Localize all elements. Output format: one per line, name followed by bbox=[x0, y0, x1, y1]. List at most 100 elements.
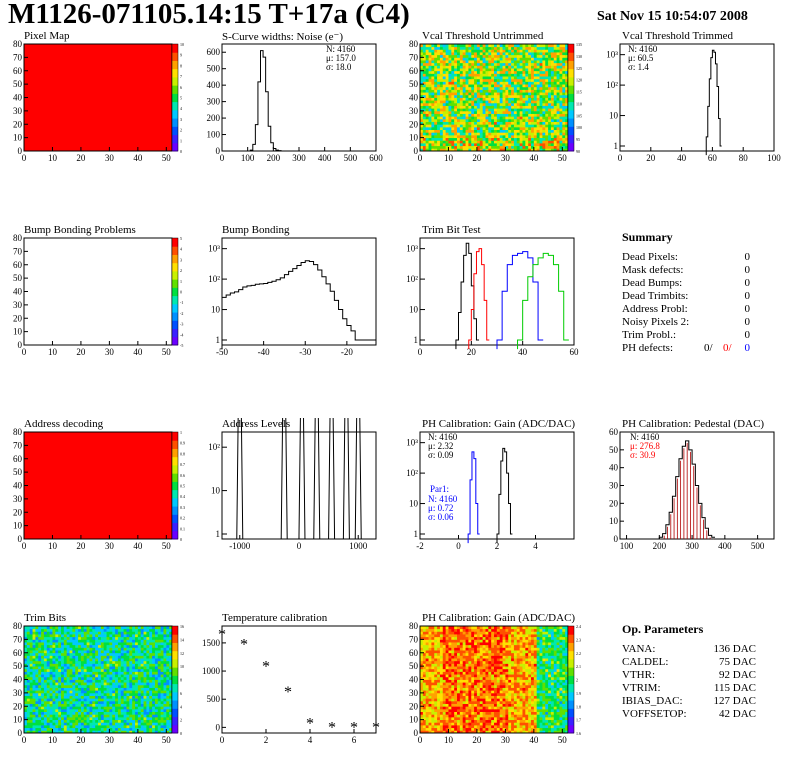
heatmap-cell bbox=[26, 692, 31, 696]
heatmap-cell bbox=[531, 97, 535, 101]
heatmap-cell bbox=[539, 124, 543, 128]
heatmap-cell bbox=[86, 730, 90, 734]
heatmap-cell bbox=[519, 73, 523, 77]
heatmap-cell bbox=[468, 78, 472, 82]
heatmap-cell bbox=[545, 110, 549, 114]
ph-defects-label: PH defects: bbox=[622, 342, 674, 354]
address-peak bbox=[298, 412, 306, 540]
heatmap-cell bbox=[163, 642, 167, 646]
heatmap-cell bbox=[525, 142, 529, 147]
heatmap-cell bbox=[95, 708, 99, 712]
summary-value: 0 bbox=[744, 303, 751, 315]
heatmap-cell bbox=[565, 129, 569, 133]
heatmap-cell bbox=[89, 708, 93, 712]
heatmap-cell bbox=[434, 118, 438, 122]
heatmap-cell bbox=[445, 118, 449, 122]
x-tick-label: 20 bbox=[467, 347, 477, 357]
heatmap-cell bbox=[98, 666, 102, 670]
x-tick-label: 40 bbox=[133, 735, 143, 745]
heatmap-cell bbox=[562, 124, 566, 128]
heatmap-cell bbox=[126, 674, 130, 678]
heatmap-cell bbox=[123, 663, 127, 667]
heatmap-cell bbox=[149, 684, 153, 688]
heatmap-cell bbox=[29, 708, 33, 712]
heatmap-cell bbox=[154, 658, 159, 662]
heatmap-cell bbox=[163, 711, 167, 715]
x-tick-label: 10 bbox=[48, 735, 58, 745]
heatmap-cell bbox=[149, 727, 153, 731]
heatmap-cell bbox=[485, 121, 489, 125]
heatmap-cell bbox=[29, 628, 33, 632]
heatmap-cell bbox=[109, 706, 113, 710]
heatmap-cell bbox=[474, 730, 478, 734]
heatmap-cell bbox=[106, 727, 110, 731]
heatmap-cell bbox=[140, 706, 144, 710]
heatmap-cell bbox=[505, 86, 509, 90]
heatmap-cell bbox=[559, 62, 563, 66]
heatmap-cell bbox=[459, 100, 464, 104]
heatmap-cell bbox=[166, 663, 170, 667]
heatmap-cell bbox=[112, 626, 116, 630]
heatmap-cell bbox=[542, 73, 546, 77]
heatmap-cell bbox=[539, 73, 543, 77]
heatmap-cell bbox=[63, 716, 68, 721]
heatmap-cell bbox=[32, 674, 36, 678]
heatmap-cell bbox=[55, 666, 59, 670]
heatmap-cell bbox=[437, 44, 441, 48]
heatmap-cell bbox=[169, 687, 173, 691]
heatmap-cell bbox=[488, 142, 492, 147]
heatmap-cell bbox=[152, 671, 156, 675]
heatmap-cell bbox=[420, 148, 424, 152]
heatmap-cell bbox=[120, 655, 125, 659]
heatmap-cell bbox=[539, 724, 543, 729]
heatmap-cell bbox=[459, 52, 464, 56]
heatmap-cell bbox=[451, 116, 455, 120]
x-tick-label: 400 bbox=[318, 153, 332, 163]
heatmap-cell bbox=[152, 716, 156, 721]
heatmap-cell bbox=[494, 86, 498, 90]
heatmap-cell bbox=[431, 60, 435, 64]
heatmap-cell bbox=[120, 660, 125, 664]
heatmap-cell bbox=[69, 682, 73, 686]
heatmap-cell bbox=[482, 92, 486, 96]
heatmap-cell bbox=[553, 719, 558, 723]
heatmap-cell bbox=[465, 730, 469, 734]
heatmap-cell bbox=[109, 660, 113, 664]
data-point: * bbox=[262, 659, 270, 676]
heatmap-cell bbox=[559, 113, 563, 117]
heatmap-cell bbox=[52, 671, 56, 675]
heatmap-cell bbox=[434, 129, 438, 133]
heatmap-cell bbox=[163, 719, 167, 723]
heatmap-cell bbox=[508, 137, 512, 141]
heatmap-cell bbox=[98, 684, 102, 688]
heatmap-cell bbox=[448, 52, 452, 56]
heatmap-cell bbox=[488, 132, 492, 136]
heatmap-cell bbox=[448, 89, 452, 93]
heatmap-cell bbox=[468, 94, 472, 98]
heatmap-cell bbox=[434, 57, 438, 61]
heatmap-cell bbox=[166, 722, 170, 726]
heatmap-cell bbox=[129, 727, 133, 731]
heatmap-cell bbox=[465, 62, 469, 66]
heatmap-cell bbox=[465, 52, 469, 56]
heatmap-cell bbox=[32, 652, 36, 656]
address-peak bbox=[342, 410, 350, 540]
heatmap-cell bbox=[143, 722, 147, 726]
heatmap-cell bbox=[86, 727, 90, 731]
colorbar-segment bbox=[172, 52, 178, 61]
y-tick-label: 10 bbox=[13, 133, 23, 143]
heatmap-cell bbox=[26, 698, 31, 702]
heatmap-cell bbox=[420, 94, 424, 98]
heatmap-cell bbox=[117, 647, 122, 651]
heatmap-cell bbox=[508, 118, 512, 122]
heatmap-cell bbox=[55, 652, 59, 656]
heatmap-cell bbox=[553, 73, 558, 77]
colorbar-segment bbox=[172, 270, 178, 280]
heatmap-cell bbox=[152, 674, 156, 678]
heatmap-cell bbox=[83, 682, 88, 686]
heatmap-cell bbox=[163, 692, 167, 696]
heatmap-cell bbox=[117, 714, 122, 718]
heatmap-cell bbox=[548, 105, 552, 109]
heatmap-cell bbox=[499, 727, 503, 731]
heatmap-cell bbox=[550, 54, 555, 58]
